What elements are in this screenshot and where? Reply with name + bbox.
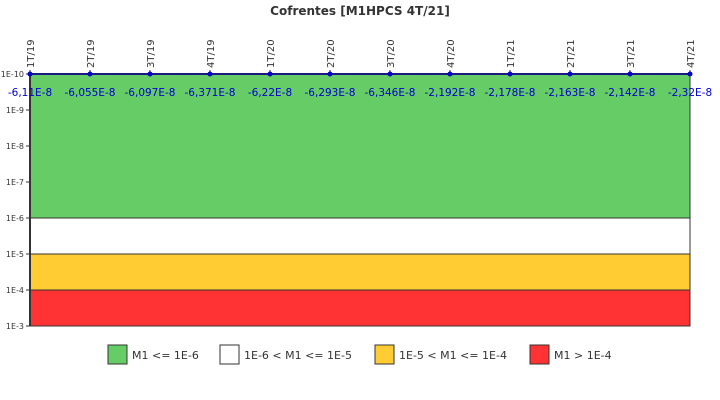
data-point xyxy=(387,71,393,77)
data-point xyxy=(687,71,693,77)
x-tick-label: 2T/21 xyxy=(566,39,577,68)
x-tick-label: 3T/20 xyxy=(386,39,397,68)
data-label: -6,055E-8 xyxy=(65,87,116,99)
x-tick-label: 1T/21 xyxy=(506,39,517,68)
legend-label: 1E-6 < M1 <= 1E-5 xyxy=(244,349,352,362)
legend-swatch xyxy=(374,344,395,365)
band-3 xyxy=(29,289,691,327)
data-point xyxy=(627,71,633,77)
y-tick-label: 1E-4 xyxy=(6,286,24,295)
data-point xyxy=(207,71,213,77)
data-label: -2,178E-8 xyxy=(485,87,536,99)
data-label: -6,371E-8 xyxy=(185,87,236,99)
data-label: -6,346E-8 xyxy=(365,87,416,99)
x-tick-label: 2T/20 xyxy=(326,39,337,68)
data-label: -2,192E-8 xyxy=(425,87,476,99)
data-label: -2,163E-8 xyxy=(545,87,596,99)
data-point xyxy=(567,71,573,77)
data-point xyxy=(507,71,513,77)
data-point xyxy=(447,71,453,77)
data-point xyxy=(147,71,153,77)
x-tick-label: 4T/19 xyxy=(206,39,217,68)
data-label: -2,32E-8 xyxy=(668,87,712,99)
band-0 xyxy=(29,73,691,219)
x-tick-label: 1T/19 xyxy=(26,39,37,68)
band-1 xyxy=(29,217,691,255)
legend-label: M1 > 1E-4 xyxy=(554,349,612,362)
data-point xyxy=(327,71,333,77)
data-point xyxy=(267,71,273,77)
x-tick-label: 4T/21 xyxy=(686,39,697,68)
y-tick-label: 1E-9 xyxy=(6,106,24,115)
legend-label: M1 <= 1E-6 xyxy=(132,349,199,362)
legend-swatch xyxy=(529,344,550,365)
x-tick-label: 2T/19 xyxy=(86,39,97,68)
data-point xyxy=(87,71,93,77)
x-tick-label: 3T/19 xyxy=(146,39,157,68)
legend-swatch xyxy=(107,344,128,365)
data-label: -6,11E-8 xyxy=(8,87,52,99)
y-tick-label: 1E-8 xyxy=(6,142,24,151)
x-tick-label: 4T/20 xyxy=(446,39,457,68)
x-tick-label: 3T/21 xyxy=(626,39,637,68)
data-point xyxy=(27,71,33,77)
y-tick-label: 1E-7 xyxy=(6,178,24,187)
legend-label: 1E-5 < M1 <= 1E-4 xyxy=(399,349,507,362)
legend-swatch xyxy=(219,344,240,365)
y-tick-label: 1E-10 xyxy=(1,70,24,79)
chart-title: Cofrentes [M1HPCS 4T/21] xyxy=(270,4,450,18)
band-2 xyxy=(29,253,691,291)
data-label: -6,293E-8 xyxy=(305,87,356,99)
data-label: -6,22E-8 xyxy=(248,87,292,99)
y-tick-label: 1E-3 xyxy=(6,322,24,331)
y-tick-label: 1E-6 xyxy=(6,214,24,223)
data-label: -6,097E-8 xyxy=(125,87,176,99)
data-label: -2,142E-8 xyxy=(605,87,656,99)
y-tick-label: 1E-5 xyxy=(6,250,24,259)
x-tick-label: 1T/20 xyxy=(266,39,277,68)
